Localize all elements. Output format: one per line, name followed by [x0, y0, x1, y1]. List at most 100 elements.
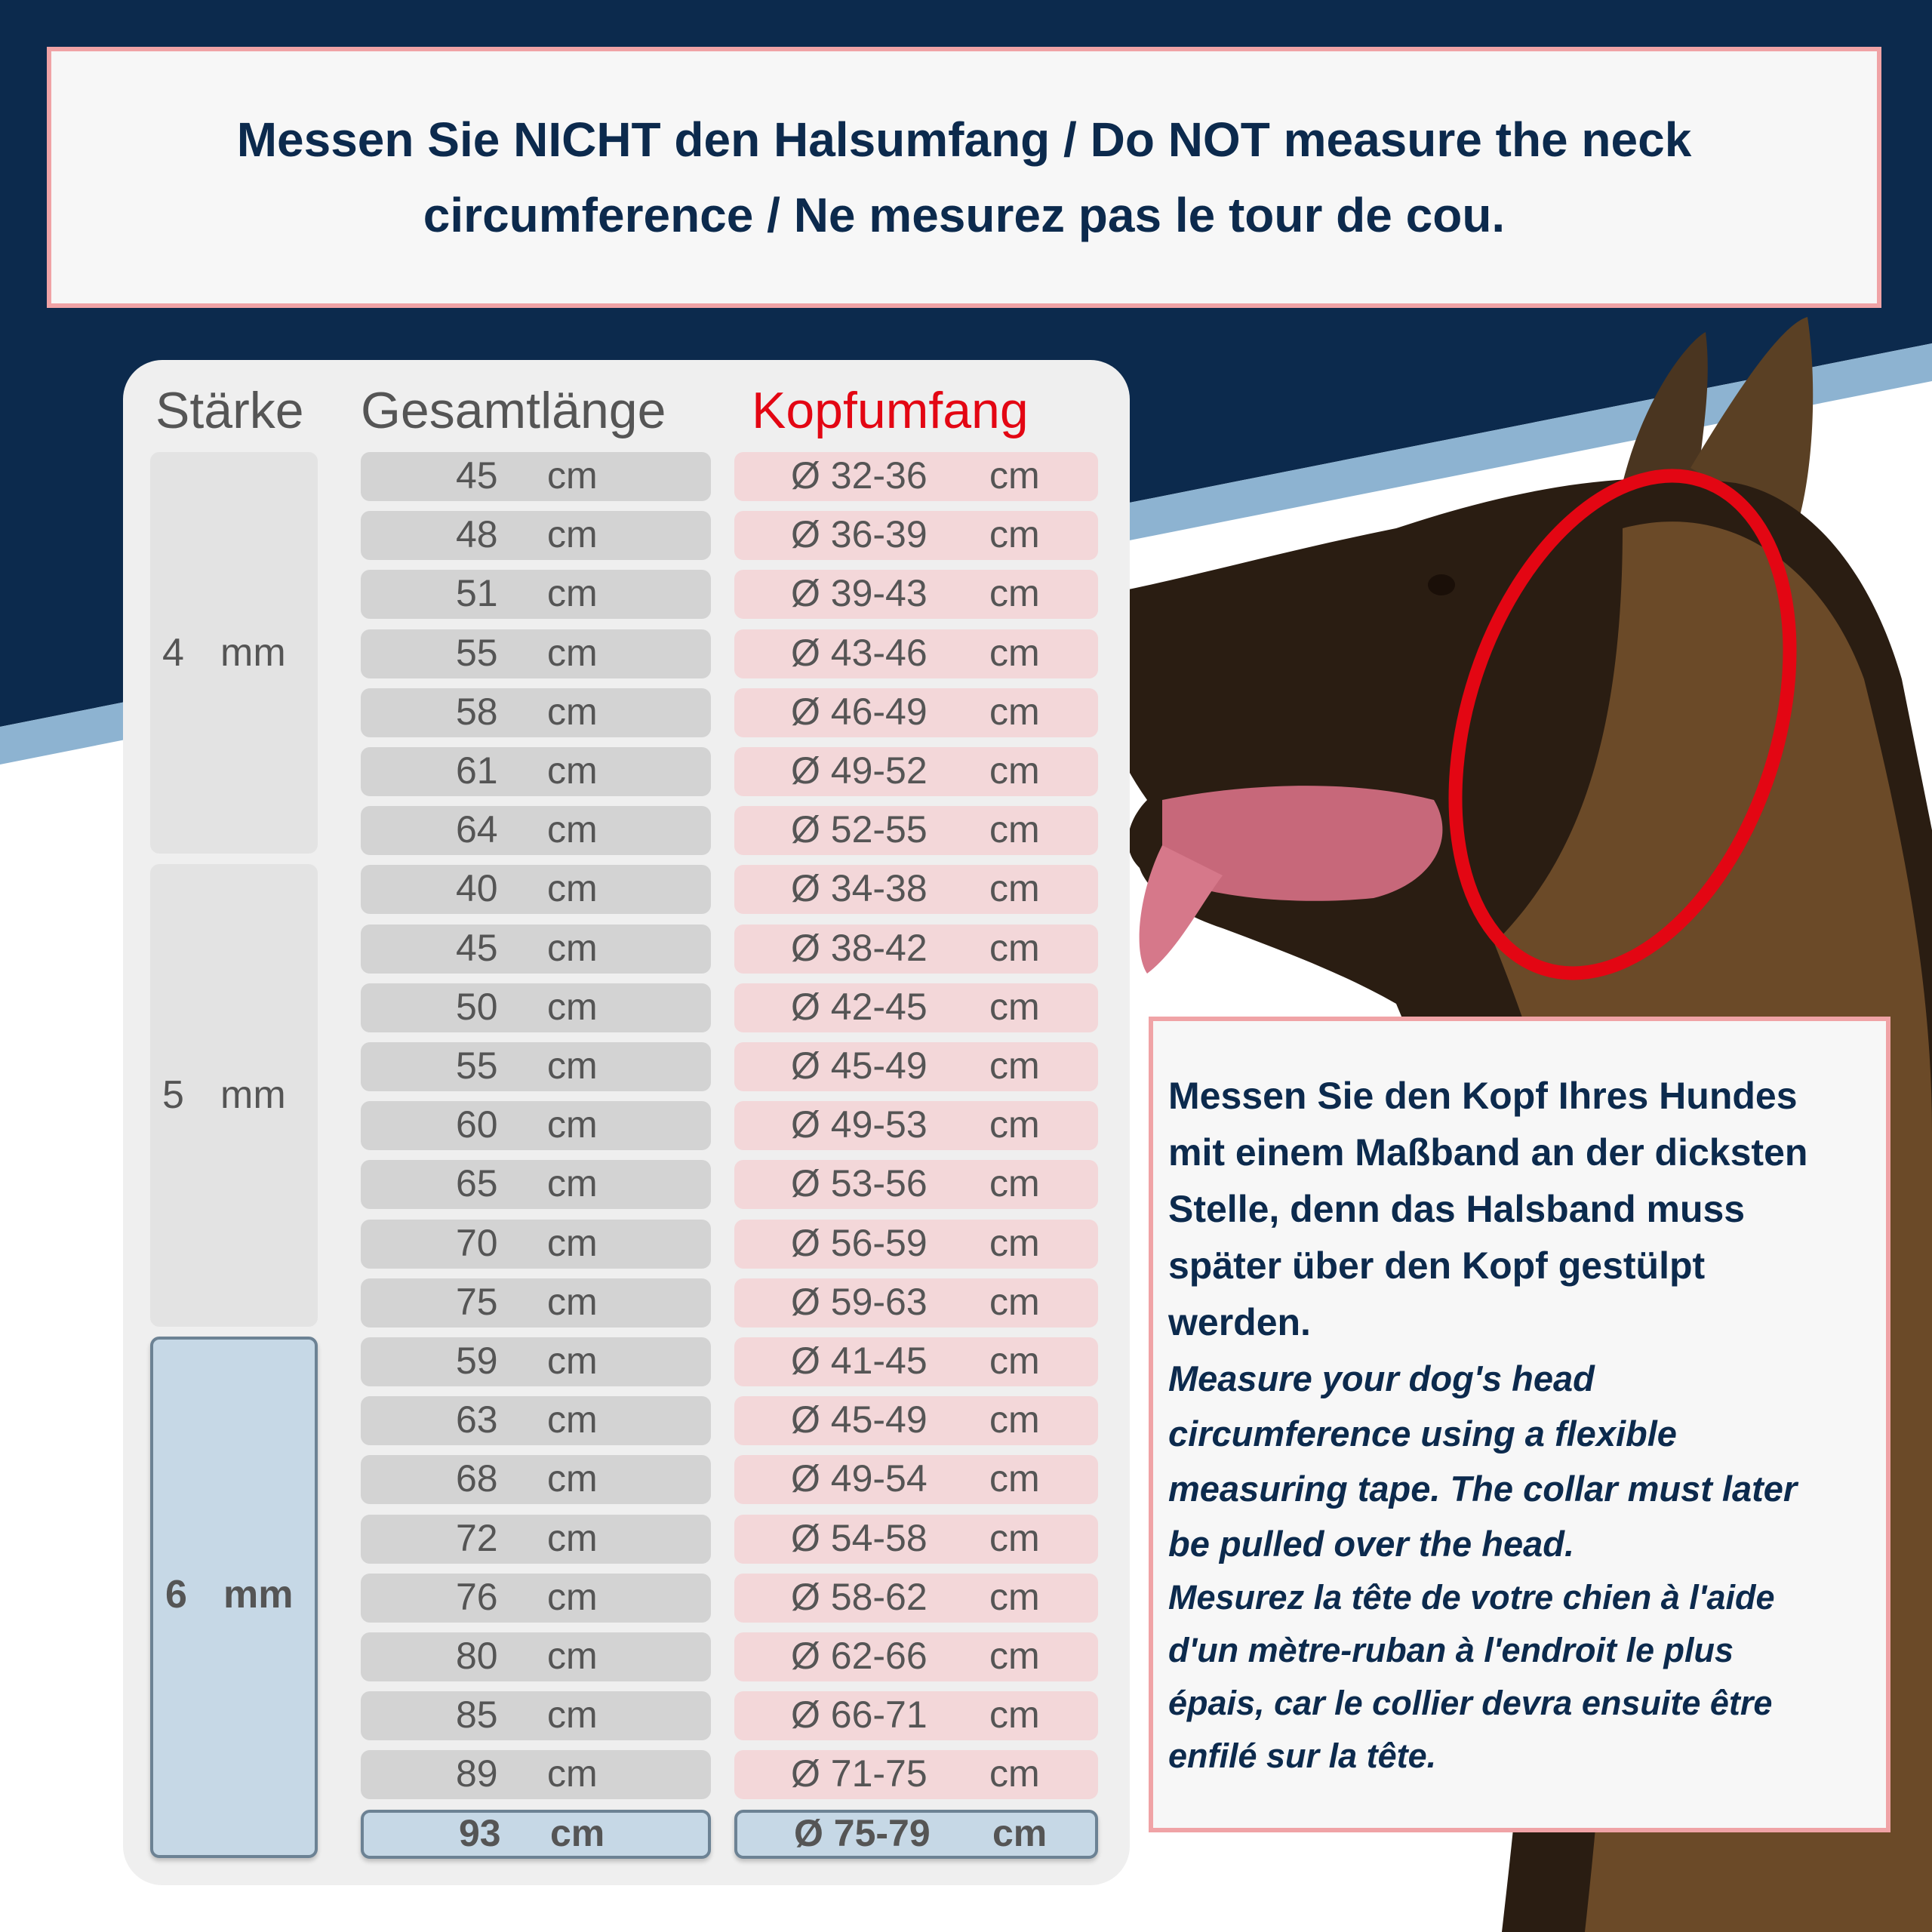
head-circumference-value: Ø 41-45 — [791, 1340, 928, 1382]
length-unit: cm — [547, 1635, 598, 1677]
length-cell: 58 cm — [361, 688, 711, 737]
head-circumference-value: Ø 42-45 — [791, 985, 928, 1028]
length-cell: 80 cm — [361, 1632, 711, 1681]
length-cell: 85 cm — [361, 1691, 711, 1741]
length-unit: cm — [547, 1575, 598, 1618]
head-circumference-unit: cm — [989, 1280, 1040, 1323]
head-circumference-unit: cm — [989, 867, 1040, 910]
length-cell: 70 cm — [361, 1219, 711, 1269]
thickness-unit: mm — [220, 1073, 286, 1117]
head-circumference-cell: Ø 42-45 cm — [734, 983, 1098, 1032]
length-cell: 51 cm — [361, 570, 711, 620]
head-circumference-value: Ø 46-49 — [791, 690, 928, 733]
length-value: 93 — [459, 1811, 501, 1854]
head-circumference-value: Ø 49-52 — [791, 749, 928, 792]
head-circumference-unit: cm — [989, 454, 1040, 497]
length-value: 48 — [456, 513, 498, 556]
head-circumference-cell: Ø 49-53 cm — [734, 1101, 1098, 1151]
head-circumference-value: Ø 32-36 — [791, 454, 928, 497]
length-unit: cm — [547, 572, 598, 615]
thickness-value: 5 — [162, 1073, 184, 1117]
measuring-instructions: Messen Sie den Kopf Ihres Hundes mit eine… — [1149, 1017, 1890, 1832]
instruction-line-fr: Mesurez la tête de votre chien à l'aide — [1168, 1578, 1775, 1617]
length-cell: 63 cm — [361, 1396, 711, 1446]
head-circumference-unit: cm — [989, 1635, 1040, 1677]
length-cell: 68 cm — [361, 1455, 711, 1505]
head-circumference-unit: cm — [989, 985, 1040, 1028]
length-unit: cm — [547, 1221, 598, 1264]
thickness-unit: mm — [220, 631, 286, 675]
head-circumference-cell: Ø 38-42 cm — [734, 924, 1098, 974]
head-circumference-cell: Ø 49-54 cm — [734, 1455, 1098, 1505]
head-circumference-cell: Ø 56-59 cm — [734, 1219, 1098, 1269]
length-cell: 75 cm — [361, 1278, 711, 1327]
length-unit: cm — [547, 690, 598, 733]
instruction-line-en: measuring tape. The collar must later — [1168, 1469, 1798, 1509]
length-value: 85 — [456, 1694, 498, 1737]
length-unit: cm — [547, 631, 598, 674]
length-unit: cm — [547, 1162, 598, 1205]
instruction-line-en: Measure your dog's head — [1168, 1358, 1595, 1398]
instruction-line-fr: d'un mètre-ruban à l'endroit le plus — [1168, 1631, 1734, 1669]
length-value: 58 — [456, 690, 498, 733]
head-circumference-unit: cm — [989, 926, 1040, 969]
length-unit: cm — [547, 749, 598, 792]
length-unit: cm — [547, 1103, 598, 1146]
head-circumference-cell: Ø 46-49 cm — [734, 688, 1098, 737]
length-unit: cm — [547, 808, 598, 851]
head-circumference-value: Ø 49-53 — [791, 1103, 928, 1146]
head-circumference-value: Ø 49-54 — [791, 1457, 928, 1500]
length-cell: 55 cm — [361, 1042, 711, 1091]
head-circumference-unit: cm — [989, 1694, 1040, 1737]
length-value: 45 — [456, 926, 498, 969]
head-circumference-cell: Ø 36-39 cm — [734, 511, 1098, 561]
head-circumference-unit: cm — [989, 1162, 1040, 1205]
length-value: 80 — [456, 1635, 498, 1677]
instruction-line-de: Messen Sie den Kopf Ihres Hundes — [1168, 1075, 1798, 1117]
head-circumference-value: Ø 62-66 — [791, 1635, 928, 1677]
length-value: 40 — [456, 867, 498, 910]
head-circumference-unit: cm — [989, 1044, 1040, 1087]
head-circumference-cell: Ø 54-58 cm — [734, 1514, 1098, 1564]
instruction-line-fr: enfilé sur la tête. — [1168, 1737, 1437, 1775]
head-circumference-cell: Ø 39-43 cm — [734, 570, 1098, 620]
head-circumference-value: Ø 39-43 — [791, 572, 928, 615]
length-value: 50 — [456, 985, 498, 1028]
length-cell: 93 cm — [361, 1809, 711, 1859]
instruction-line-en: circumference using a flexible — [1168, 1414, 1677, 1454]
head-circumference-value: Ø 54-58 — [791, 1516, 928, 1559]
length-value: 76 — [456, 1575, 498, 1618]
head-circumference-value: Ø 38-42 — [791, 926, 928, 969]
warning-line-1: Messen Sie NICHT den Halsumfang / Do NOT… — [236, 112, 1692, 167]
head-circumference-value: Ø 56-59 — [791, 1221, 928, 1264]
head-circumference-unit: cm — [989, 1221, 1040, 1264]
head-circumference-cell: Ø 62-66 cm — [734, 1632, 1098, 1681]
head-circumference-unit: cm — [989, 1575, 1040, 1618]
length-value: 75 — [456, 1280, 498, 1323]
instruction-line-de: werden. — [1168, 1301, 1311, 1343]
length-unit: cm — [547, 1752, 598, 1795]
length-unit: cm — [547, 454, 598, 497]
length-cell: 55 cm — [361, 629, 711, 678]
length-cell: 45 cm — [361, 924, 711, 974]
head-circumference-cell: Ø 53-56 cm — [734, 1160, 1098, 1210]
length-unit: cm — [547, 1280, 598, 1323]
length-cell: 65 cm — [361, 1160, 711, 1210]
instruction-line-de: Stelle, denn das Halsband muss — [1168, 1188, 1746, 1230]
head-circumference-unit: cm — [989, 1516, 1040, 1559]
length-value: 55 — [456, 631, 498, 674]
head-circumference-value: Ø 66-71 — [791, 1694, 928, 1737]
length-unit: cm — [547, 1457, 598, 1500]
length-cell: 59 cm — [361, 1337, 711, 1386]
header-length: Gesamtlänge — [361, 382, 666, 439]
head-circumference-value: Ø 58-62 — [791, 1575, 928, 1618]
length-value: 45 — [456, 454, 498, 497]
head-circumference-cell: Ø 71-75 cm — [734, 1750, 1098, 1800]
thickness-value: 6 — [165, 1573, 187, 1617]
length-cell: 45 cm — [361, 452, 711, 501]
length-value: 65 — [456, 1162, 498, 1205]
head-circumference-cell: Ø 58-62 cm — [734, 1573, 1098, 1623]
thickness-group-4mm: 4 mm — [150, 452, 318, 854]
head-circumference-cell: Ø 59-63 cm — [734, 1278, 1098, 1327]
head-circumference-value: Ø 53-56 — [791, 1162, 928, 1205]
